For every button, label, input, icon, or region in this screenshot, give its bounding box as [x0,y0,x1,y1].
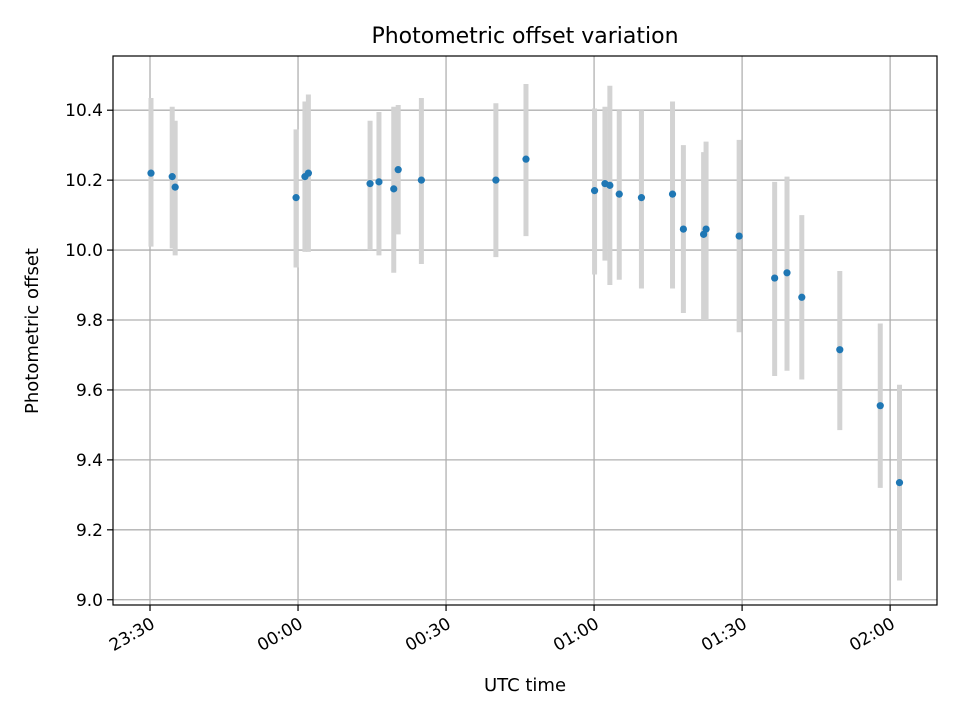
data-point [668,190,677,198]
data-point [895,479,904,487]
data-point [168,173,176,181]
data-point [606,181,614,189]
data-point [798,293,806,301]
data-point [390,185,398,193]
data-point [590,187,599,195]
y-tick-label: 9.8 [76,311,103,331]
data-point [147,169,155,177]
data-point [394,166,402,174]
data-point [679,225,687,233]
data-point [735,232,743,240]
data-point [702,225,710,233]
data-point [615,190,623,198]
data-points [147,155,904,487]
data-point [417,176,425,184]
y-tick-label: 9.6 [76,381,103,401]
data-point [836,346,844,354]
data-point [783,269,791,277]
x-tick-label: 00:00 [254,614,306,656]
y-tick-label: 9.2 [76,521,103,541]
y-axis-ticks: 9.0 9.2 9.4 9.6 9.8 10.0 10.2 10.4 [65,101,113,611]
data-point [522,155,530,163]
x-tick-label: 02:00 [846,614,898,656]
chart-title: Photometric offset variation [371,24,678,49]
data-point [292,194,300,202]
x-tick-label: 01:30 [698,614,750,656]
x-tick-label: 01:00 [550,614,602,656]
data-point [304,169,312,177]
x-tick-label: 00:30 [402,614,454,656]
data-point [771,274,779,282]
data-point [637,194,646,202]
x-tick-label: 23:30 [106,614,158,656]
y-axis-label: Photometric offset [22,248,43,414]
data-point [171,183,179,191]
x-axis-label: UTC time [484,675,566,696]
y-tick-label: 10.0 [65,241,103,261]
data-point [492,176,500,184]
y-tick-label: 10.4 [65,101,103,121]
data-point [375,178,383,186]
plot-frame [112,55,938,606]
data-point [366,180,374,188]
y-tick-label: 10.2 [65,171,103,191]
y-tick-label: 9.4 [76,451,103,471]
x-axis-ticks: 23:30 00:00 00:30 01:00 01:30 02:00 [106,605,899,656]
y-tick-label: 9.0 [76,591,103,611]
data-point [876,402,884,410]
